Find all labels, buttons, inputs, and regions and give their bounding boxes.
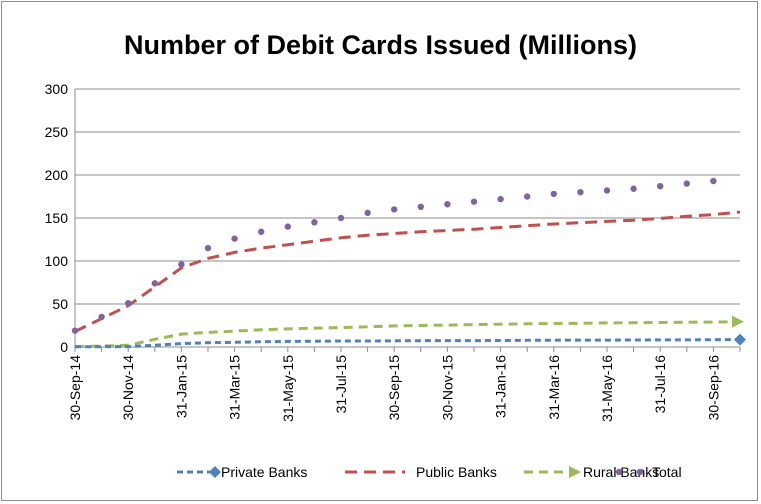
series-point-total [151,280,158,287]
series-point-total [311,219,318,226]
y-tick-label: 250 [45,124,69,140]
y-tick-label: 0 [60,339,68,355]
y-tick-label: 300 [45,81,69,97]
x-tick-label: 31-Mar-15 [227,355,243,420]
x-tick-label: 30-Nov-15 [439,355,455,421]
series-point-total [603,187,611,194]
y-tick-label: 50 [52,296,68,312]
series-point-total [258,228,265,235]
series-point-total [497,195,504,203]
series-point-total [71,327,79,334]
legend-label-private-banks: Private Banks [221,464,307,480]
series-point-total [630,185,637,192]
series-marker-private-banks [734,333,746,346]
series-point-total [683,180,690,187]
series-point-total [470,198,478,205]
series-point-total [178,261,185,268]
legend-marker-total [615,468,623,476]
series-point-total [98,313,105,321]
x-tick-label: 30-Sep-15 [386,355,402,421]
series-point-total [710,177,717,185]
series-point-total [391,206,398,213]
series-point-total [231,235,238,242]
series-point-total [550,190,557,198]
legend-marker-total [636,468,644,476]
chart-title: Number of Debit Cards Issued (Millions) [123,30,638,60]
series-arrowhead-rural-banks [732,315,744,328]
series-point-total [337,214,345,222]
x-tick-label: 31-Jul-16 [652,355,668,414]
x-tick-label: 30-Sep-14 [67,355,83,421]
y-tick-label: 150 [45,210,69,226]
series-point-total [444,201,451,208]
series-point-total [364,209,371,217]
series-line-private-banks [74,338,741,349]
x-tick-label: 31-Jan-16 [493,355,509,418]
legend-marker-private-banks [209,466,221,478]
x-tick-label: 31-May-15 [280,355,296,422]
series-point-total [204,244,212,252]
series-point-total [125,299,132,307]
series-point-total [657,182,664,190]
x-tick-label: 30-Nov-14 [120,355,136,421]
legend-marker-rural-banks [569,466,581,478]
x-tick-label: 31-Mar-16 [546,355,562,420]
series-line-public-banks [74,210,741,333]
series-line-rural-banks [74,320,741,349]
series-point-total [524,193,531,200]
x-tick-label: 31-Jul-15 [333,355,349,414]
series-point-total [417,203,424,211]
x-tick-label: 31-Jan-15 [173,355,189,418]
series-point-total [284,223,291,230]
legend-label-public-banks: Public Banks [416,464,497,480]
y-tick-label: 100 [45,253,69,269]
y-tick-label: 200 [45,167,69,183]
x-tick-label: 30-Sep-16 [705,355,721,421]
legend-label-total: Total [652,464,682,480]
series-point-total [577,189,584,196]
x-tick-label: 31-May-16 [599,355,615,422]
